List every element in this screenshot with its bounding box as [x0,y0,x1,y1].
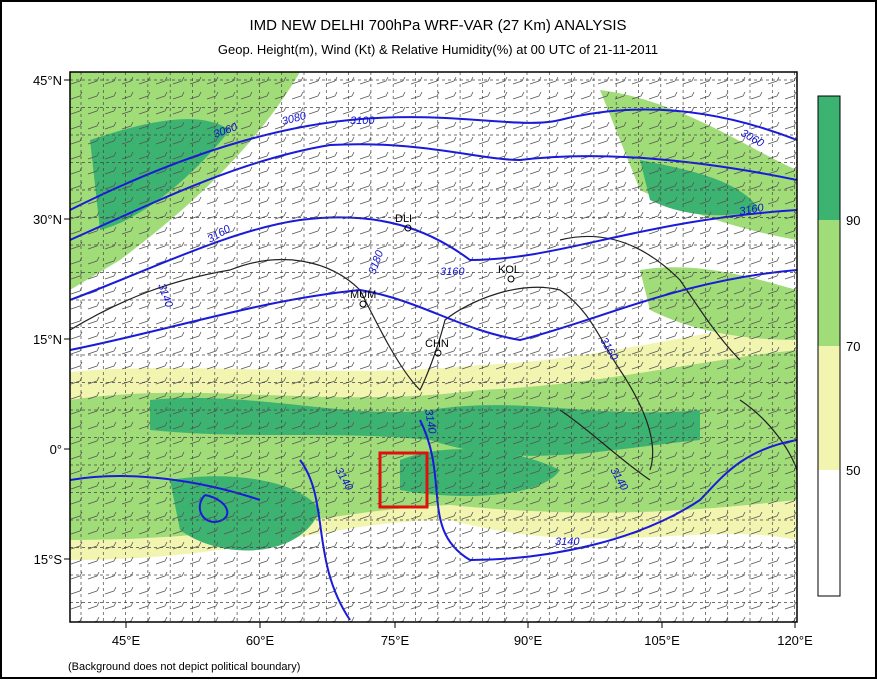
lon-label: 60°E [246,633,275,648]
lat-label: 30°N [33,212,62,227]
contour-label: 3140 [422,408,438,435]
city-label: KOL [498,264,520,276]
lon-label: 90°E [514,633,543,648]
lat-label: 0° [50,442,62,457]
colorbar-label: 90 [846,213,860,228]
lat-label: 15°N [33,332,62,347]
map [70,72,797,622]
lat-label: 45°N [33,73,62,88]
lon-label: 120°E [777,633,813,648]
city-label: MUM [350,289,376,301]
city-label: DLI [395,213,412,225]
colorbar-label: 50 [846,463,860,478]
lon-label: 45°E [112,633,141,648]
contour-label: 3100 [350,115,375,127]
footnote: (Background does not depict political bo… [68,661,300,673]
lon-label: 105°E [644,633,680,648]
map-border [69,71,798,623]
city-marker [359,300,367,308]
colorbar-label: 70 [846,339,860,354]
city-label: CHN [425,338,449,350]
city-marker [507,275,515,283]
lat-label: 15°S [34,552,63,567]
lon-label: 75°E [381,633,410,648]
contour-label: 3160 [440,266,465,278]
contour-label: 3140 [555,536,580,548]
title: IMD NEW DELHI 700hPa WRF-VAR (27 Km) ANA… [249,17,626,34]
colorbar [817,95,841,597]
region-box [378,451,429,509]
contour-label: 3160 [738,202,765,218]
subtitle: Geop. Height(m), Wind (Kt) & Relative Hu… [218,42,658,57]
city-marker [404,224,412,232]
city-marker [434,349,442,357]
